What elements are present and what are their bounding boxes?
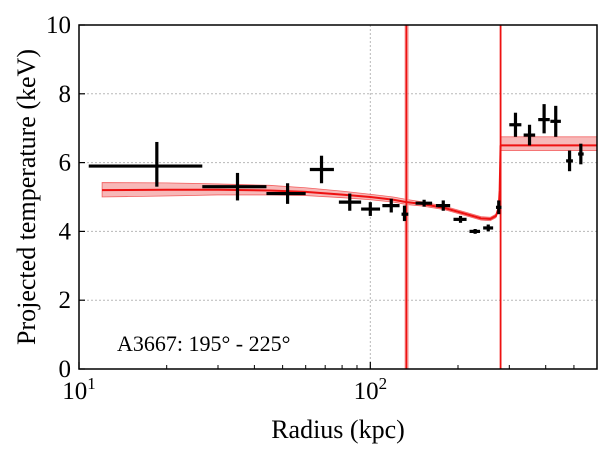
x-tick-label: 102 xyxy=(354,374,388,405)
model-jump-line xyxy=(498,145,502,191)
data-point xyxy=(578,143,584,165)
data-point xyxy=(483,224,494,232)
x-axis-label: Radius (kpc) xyxy=(271,415,405,444)
data-point xyxy=(382,198,400,213)
data-point xyxy=(538,104,550,134)
data-point xyxy=(338,193,362,211)
data-point xyxy=(309,155,334,184)
data-points xyxy=(88,104,584,234)
data-point xyxy=(266,183,306,204)
y-axis-label: Projected temperature (keV) xyxy=(12,49,41,345)
data-point xyxy=(361,202,381,216)
x-tick-label: 101 xyxy=(62,374,96,405)
chart-annotation: A3667: 195° - 225° xyxy=(117,331,290,356)
outer-model-band xyxy=(500,136,597,151)
plot-frame xyxy=(78,24,598,370)
data-point xyxy=(495,200,502,215)
data-point xyxy=(453,215,467,223)
y-tick-label: 2 xyxy=(59,287,72,314)
data-point xyxy=(566,150,573,172)
inner-model-band xyxy=(101,182,501,222)
shock-front-markers xyxy=(404,25,502,369)
data-point xyxy=(401,205,409,222)
y-tick-label: 4 xyxy=(59,218,72,245)
data-point xyxy=(415,199,433,207)
y-tick-label: 0 xyxy=(59,356,72,383)
inner-model-line xyxy=(102,188,501,221)
data-point xyxy=(550,105,561,137)
y-tick-label: 6 xyxy=(59,150,72,177)
data-point xyxy=(88,141,203,187)
data-point xyxy=(509,112,522,137)
y-tick-label: 10 xyxy=(46,12,71,39)
data-point xyxy=(469,228,481,234)
y-tick-label: 8 xyxy=(59,81,72,108)
data-point xyxy=(435,200,451,211)
data-point xyxy=(202,172,267,201)
data-point xyxy=(523,124,536,146)
